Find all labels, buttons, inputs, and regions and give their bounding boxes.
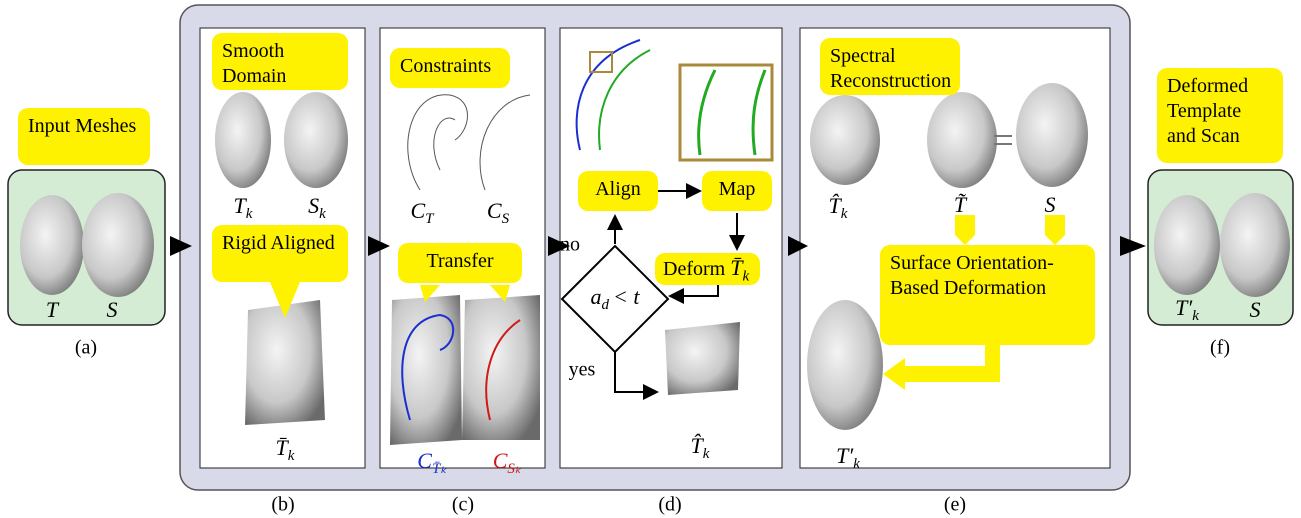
label-box: Input Meshes	[18, 108, 150, 165]
caption: (a)	[75, 337, 97, 360]
symbol-base: S	[1045, 192, 1056, 217]
condition: ad< t	[591, 284, 640, 314]
symbol-base: S	[308, 193, 319, 218]
symbol-base: C	[493, 448, 508, 473]
math-symbol: Tk	[234, 193, 253, 223]
symbol-subscript: k	[703, 446, 710, 462]
label-box: Constraints	[390, 48, 510, 88]
label-box: Align	[578, 171, 658, 211]
symbol-base: C	[417, 448, 432, 473]
diagram-shapes	[0, 0, 1301, 518]
symbol-base: a	[591, 284, 602, 309]
symbol-base: T′	[1175, 295, 1192, 320]
math-symbol: CT	[410, 198, 433, 228]
symbol-base: T	[234, 193, 246, 218]
symbol-base: T̄	[730, 255, 742, 280]
caption: (b)	[271, 494, 294, 517]
caption: (c)	[452, 494, 474, 517]
math-symbol: S	[107, 297, 118, 323]
symbol-base: C	[487, 198, 502, 223]
symbol-base: S	[107, 297, 118, 322]
symbol-base: T	[46, 297, 58, 322]
math-symbol: CT̄ₖ	[417, 448, 446, 478]
diagram: Input Meshes Smooth Domain Rigid Aligned Co…	[0, 0, 1301, 518]
condition-tail: < t	[613, 284, 639, 309]
symbol-subscript: k	[742, 268, 749, 284]
math-symbol: T̄k	[730, 255, 749, 280]
label-box: Rigid Aligned	[212, 225, 348, 282]
symbol-base: T̃	[954, 192, 966, 217]
symbol-subscript: k	[853, 456, 860, 472]
symbol-subscript: Sₖ	[507, 461, 521, 477]
symbol-subscript: S	[502, 211, 510, 227]
math-symbol: T′k	[836, 443, 860, 473]
symbol-subscript: k	[246, 206, 253, 222]
label-box: Deformed Template and Scan	[1157, 68, 1283, 163]
branch-label: no	[560, 234, 580, 257]
math-symbol: T̄k	[276, 435, 295, 465]
math-symbol: CSₖ	[493, 448, 522, 478]
symbol-base: T̄	[276, 435, 288, 460]
label-box: Smooth Domain	[212, 33, 348, 90]
math-symbol: T̂k	[691, 433, 710, 463]
symbol-base: C	[410, 198, 425, 223]
branch-label: yes	[569, 359, 596, 382]
math-symbol: Sk	[308, 193, 326, 223]
caption: (e)	[944, 494, 966, 517]
symbol-subscript: d	[602, 297, 610, 313]
symbol-subscript: k	[319, 206, 326, 222]
caption: (f)	[1210, 337, 1230, 360]
symbol-subscript: T̄ₖ	[432, 461, 447, 477]
math-symbol: T	[46, 297, 58, 323]
label-box: Deform T̄k	[655, 253, 760, 285]
label-box: Surface Orientation-Based Deformation	[880, 245, 1095, 345]
math-symbol: T̃	[954, 192, 966, 218]
symbol-subscript: T	[425, 211, 433, 227]
symbol-base: T̂	[829, 193, 841, 218]
math-symbol: S	[1250, 297, 1261, 323]
zoom-box	[680, 65, 772, 160]
math-symbol: S	[1045, 192, 1056, 218]
caption: (d)	[658, 494, 681, 517]
symbol-base: T′	[836, 443, 853, 468]
math-symbol: T̂k	[829, 193, 848, 223]
deform-text: Deform	[663, 258, 725, 280]
math-symbol: T′k	[1175, 295, 1199, 325]
symbol-base: S	[1250, 297, 1261, 322]
label-box: Map	[702, 171, 772, 211]
math-symbol: ad	[591, 284, 610, 309]
math-symbol: CS	[487, 198, 509, 228]
symbol-subscript: k	[1192, 308, 1199, 324]
symbol-base: T̂	[691, 433, 703, 458]
symbol-subscript: k	[288, 448, 295, 464]
label-box: Spectral Reconstruction	[820, 38, 960, 95]
label-box: Transfer	[398, 243, 522, 283]
symbol-subscript: k	[841, 206, 848, 222]
